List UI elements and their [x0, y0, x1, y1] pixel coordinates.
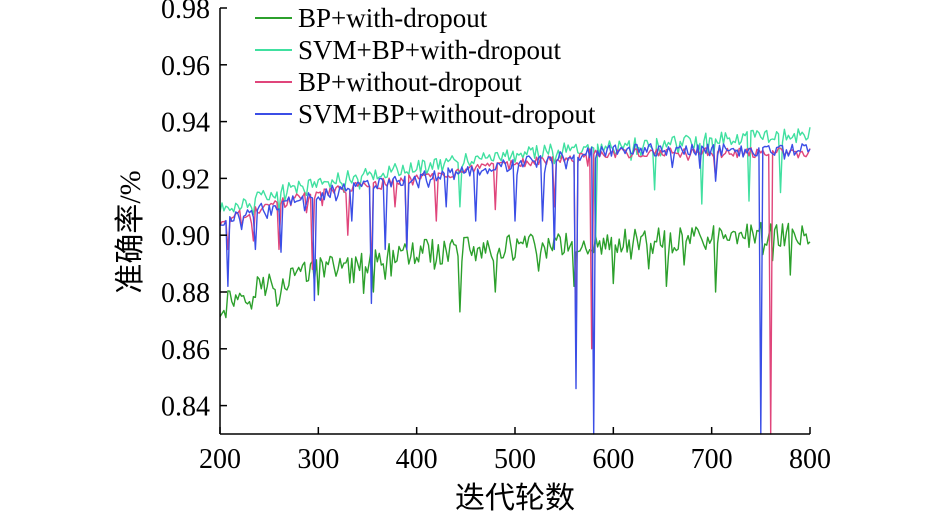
y-tick-label: 0.88	[161, 278, 210, 309]
series-layer	[219, 127, 811, 435]
y-axis-ticks: 0.84 0.86 0.88 0.90 0.92 0.94 0.96 0.98	[161, 0, 227, 423]
series-line-1	[219, 221, 811, 319]
series-line-3	[219, 146, 811, 435]
x-tick-label: 500	[494, 444, 536, 475]
y-tick-label: 0.92	[161, 164, 210, 195]
y-tick-label: 0.98	[161, 0, 210, 25]
x-tick-label: 600	[592, 444, 634, 475]
y-tick-label: 0.96	[161, 51, 210, 82]
series-line-2	[219, 127, 811, 245]
x-axis-title: 迭代轮数	[455, 482, 575, 515]
x-tick-label: 200	[199, 444, 241, 475]
x-tick-label: 400	[396, 444, 438, 475]
axes-layer: 200 300 400 500 600 700 800 0.840.860.880.900.…	[161, 0, 831, 475]
y-tick-label: 0.86	[161, 335, 210, 366]
x-tick-label: 800	[789, 444, 831, 475]
legend-label-4: SVM+BP+without-dropout	[298, 99, 596, 129]
series-line-4	[219, 143, 811, 435]
legend: BP+with-dropoutSVM+BP+with-dropoutBP+wit…	[255, 3, 596, 129]
y-axis-title: 准确率/%	[114, 170, 147, 293]
legend-label-2: SVM+BP+with-dropout	[298, 35, 561, 65]
y-tick-label: 0.90	[161, 221, 210, 252]
x-tick-label: 700	[691, 444, 733, 475]
legend-label-1: BP+with-dropout	[298, 3, 488, 33]
y-tick-label: 0.94	[161, 108, 210, 139]
x-tick-label: 300	[297, 444, 339, 475]
y-tick-label: 0.84	[161, 392, 210, 423]
x-axis-ticks: 200 300 400 500 600 700 800	[199, 427, 831, 475]
legend-label-3: BP+without-dropout	[298, 67, 522, 97]
